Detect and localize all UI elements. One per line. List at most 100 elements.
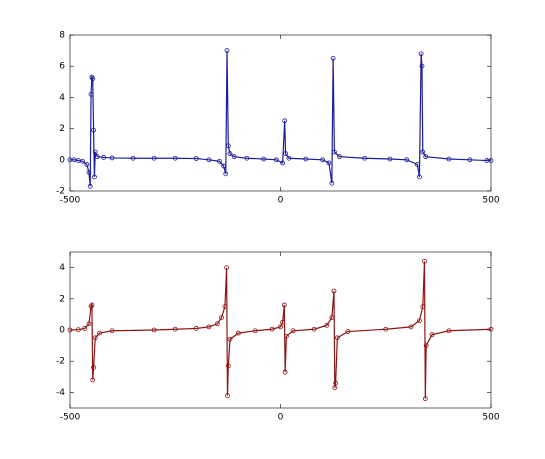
data-point bbox=[387, 156, 393, 162]
y-tick-label: 2 bbox=[59, 294, 65, 304]
data-point bbox=[88, 91, 94, 97]
y-tick-label: 4 bbox=[59, 93, 65, 103]
data-point bbox=[311, 326, 317, 332]
data-point bbox=[94, 154, 100, 160]
data-point bbox=[90, 76, 96, 82]
data-point bbox=[282, 369, 288, 375]
data-point bbox=[221, 163, 227, 169]
data-point bbox=[269, 326, 275, 332]
y-tick-label: -2 bbox=[56, 357, 65, 367]
data-point bbox=[87, 183, 93, 189]
data-point bbox=[109, 155, 115, 161]
data-point bbox=[488, 158, 494, 163]
data-point bbox=[224, 265, 230, 271]
data-point bbox=[337, 154, 342, 160]
data-point bbox=[67, 327, 73, 333]
data-point bbox=[404, 157, 410, 163]
data-point bbox=[219, 315, 224, 320]
data-point bbox=[417, 318, 422, 324]
data-point bbox=[333, 380, 339, 386]
data-point bbox=[281, 302, 287, 308]
data-point bbox=[326, 160, 332, 166]
data-point bbox=[332, 385, 338, 391]
data-point bbox=[420, 149, 426, 155]
data-point bbox=[86, 169, 92, 175]
data-point bbox=[92, 149, 98, 155]
data-point bbox=[92, 174, 97, 180]
y-tick-label: 0 bbox=[59, 326, 65, 336]
data-point bbox=[286, 155, 292, 161]
data-point bbox=[290, 328, 296, 334]
data-point bbox=[408, 324, 414, 330]
data-point bbox=[422, 396, 428, 402]
data-point bbox=[89, 302, 95, 308]
data-point bbox=[278, 324, 283, 330]
data-point bbox=[84, 162, 90, 167]
data-point bbox=[97, 330, 102, 336]
data-point bbox=[222, 304, 228, 310]
data-point bbox=[76, 327, 81, 333]
data-point bbox=[417, 174, 422, 180]
x-tick-label: 0 bbox=[278, 196, 284, 206]
x-tick-label: -500 bbox=[60, 196, 81, 206]
data-point bbox=[231, 154, 237, 160]
data-point bbox=[383, 326, 389, 332]
data-point bbox=[193, 326, 199, 331]
data-point bbox=[130, 155, 136, 161]
data-point bbox=[101, 155, 107, 160]
data-point bbox=[419, 63, 425, 69]
data-point bbox=[446, 156, 452, 162]
data-point bbox=[330, 56, 336, 61]
data-point bbox=[206, 324, 212, 330]
data-point bbox=[172, 155, 178, 161]
data-point bbox=[423, 154, 429, 160]
x-tick-label: 0 bbox=[278, 413, 284, 423]
x-tick-label: 500 bbox=[482, 413, 499, 423]
y-tick-label: -2 bbox=[56, 187, 65, 197]
data-point bbox=[193, 156, 199, 161]
data-point bbox=[109, 328, 115, 334]
data-point bbox=[217, 158, 222, 164]
data-point bbox=[280, 160, 286, 166]
data-point bbox=[227, 151, 233, 156]
data-point bbox=[244, 155, 250, 161]
data-point bbox=[324, 322, 330, 328]
data-point bbox=[329, 180, 335, 186]
data-point bbox=[273, 157, 279, 163]
data-point bbox=[214, 321, 220, 327]
y-tick-label: -4 bbox=[56, 388, 65, 398]
y-tick-label: 8 bbox=[59, 31, 65, 41]
data-point bbox=[329, 315, 335, 320]
data-point bbox=[422, 258, 427, 264]
x-tick-label: -500 bbox=[60, 413, 81, 423]
data-point bbox=[235, 330, 241, 336]
data-point bbox=[418, 51, 424, 57]
y-tick-label: 6 bbox=[59, 62, 65, 72]
data-point bbox=[331, 288, 337, 294]
data-point bbox=[86, 321, 92, 327]
data-point bbox=[225, 143, 231, 149]
y-tick-label: 0 bbox=[59, 155, 65, 165]
data-point bbox=[225, 393, 230, 398]
axes-box bbox=[69, 34, 492, 192]
data-point bbox=[282, 118, 288, 124]
data-point bbox=[151, 155, 157, 161]
data-point bbox=[90, 377, 96, 383]
data-point bbox=[91, 127, 96, 133]
data-point bbox=[334, 335, 340, 341]
data-point bbox=[414, 162, 420, 167]
data-point bbox=[488, 326, 494, 332]
data-point bbox=[429, 332, 435, 338]
data-point bbox=[261, 156, 267, 162]
data-point bbox=[303, 156, 309, 162]
data-point bbox=[283, 333, 289, 339]
data-point bbox=[172, 326, 178, 332]
data-point bbox=[252, 328, 258, 334]
data-point bbox=[362, 155, 368, 161]
data-point bbox=[446, 328, 452, 334]
data-point bbox=[320, 157, 326, 163]
data-point bbox=[283, 151, 288, 156]
series-line bbox=[69, 261, 492, 399]
